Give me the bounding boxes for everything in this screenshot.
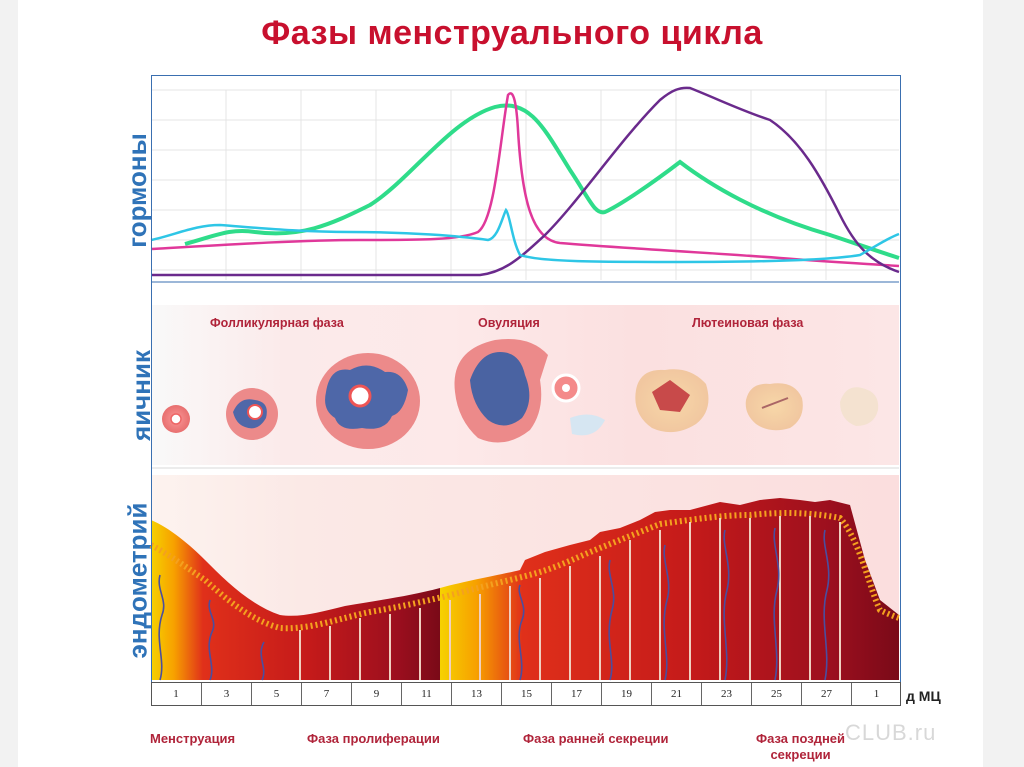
late-secretion-label: Фаза поздней секреции — [756, 731, 845, 763]
day-tick: 19 — [601, 683, 651, 705]
endometrium-tissue — [151, 520, 440, 680]
day-tick: 25 — [751, 683, 801, 705]
endometrium-glands — [299, 516, 841, 680]
endometrium-edge — [149, 510, 900, 632]
day-tick: 1 — [173, 688, 179, 700]
corpus-luteum-1 — [635, 369, 709, 433]
follicle-2 — [226, 388, 278, 440]
fsh-curve — [150, 207, 900, 264]
ovulation-label: Овуляция — [478, 316, 540, 330]
day-tick: 23 — [701, 683, 751, 705]
day-tick: 11 — [401, 683, 451, 705]
follicular-phase-label: Фолликулярная фаза — [210, 316, 344, 330]
menstruation-label: Менструация — [150, 731, 236, 746]
late-secretion-line1: Фаза поздней — [756, 731, 846, 746]
lh-curve — [150, 92, 900, 268]
luteal-phase-label: Лютеиновая фаза — [692, 316, 804, 330]
late-secretion-line2: секреции — [770, 747, 831, 762]
day-tick: 17 — [551, 683, 601, 705]
follicle-3 — [316, 353, 420, 449]
hormone-grid — [151, 89, 899, 280]
day-tick: 21 — [651, 683, 701, 705]
proliferation-label: Фаза пролиферации — [307, 731, 440, 746]
early-secretion-label: Фаза ранней секреции — [523, 731, 669, 746]
day-tick: 3 — [201, 683, 251, 705]
day-tick: 13 — [451, 683, 501, 705]
follicle-1 — [162, 405, 190, 433]
day-axis-unit: д МЦ — [906, 688, 941, 704]
spiral-arteries — [158, 527, 830, 681]
day-tick: 1 — [851, 683, 901, 705]
page-title: Фазы менструального цикла — [261, 14, 763, 52]
day-tick: 7 — [301, 683, 351, 705]
day-tick: 9 — [351, 683, 401, 705]
day-tick: 15 — [501, 683, 551, 705]
day-axis — [151, 682, 901, 706]
day-tick: 27 — [801, 683, 851, 705]
watermark: CLUB.ru — [845, 720, 937, 745]
corpus-luteum-2 — [745, 383, 803, 431]
progesterone-curve — [151, 86, 900, 277]
corpus-albicans — [840, 387, 879, 426]
follicle-ovulating — [454, 339, 605, 443]
diagram-frame — [151, 75, 901, 686]
day-tick: 5 — [251, 683, 301, 705]
